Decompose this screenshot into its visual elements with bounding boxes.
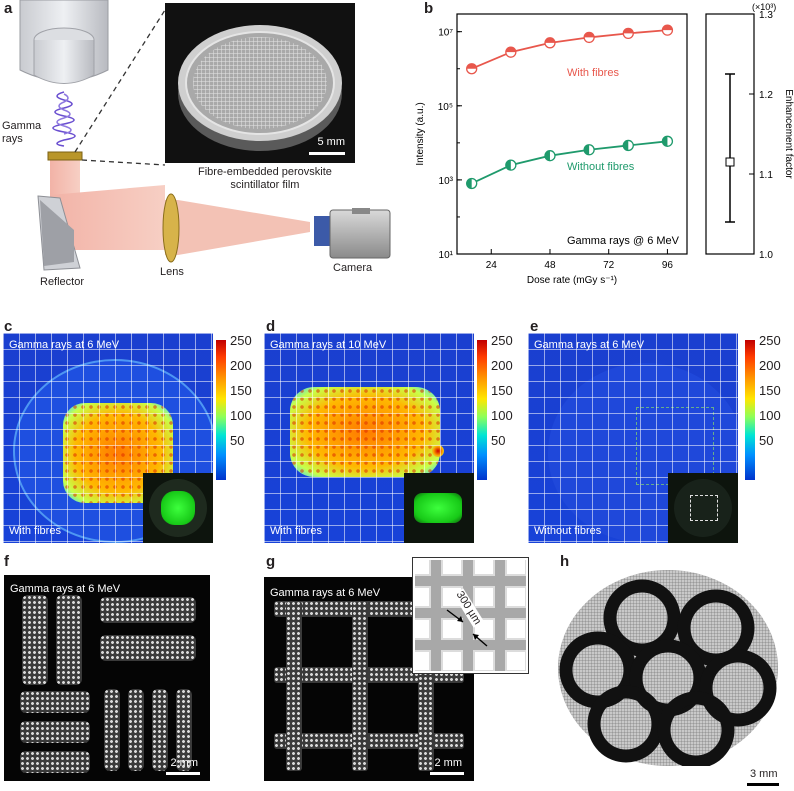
y-tick-label: 10⁵	[438, 102, 453, 113]
image-g-scale-label: 2 mm	[434, 757, 463, 769]
intensity-chart: 24 48 72 96 10¹ 10³ 10⁵ 10⁷ Dose rate (mGy s⁻¹) I…	[415, 2, 794, 286]
fibre-grid-inset: 300 µm	[412, 557, 529, 674]
panel-d-label: d	[266, 318, 276, 335]
gamma-wave-icon	[52, 91, 76, 147]
y-tick-label: 10³	[439, 176, 454, 187]
heatmap-d-footer: With fibres	[270, 525, 322, 537]
scintillator-film	[47, 151, 83, 161]
colorbar-e-tick: 200	[759, 358, 781, 373]
y-tick-label: 10¹	[439, 250, 454, 261]
colorbar-c-tick: 200	[230, 358, 252, 373]
panel-f-label: f	[4, 553, 9, 570]
colorbar-c	[216, 340, 226, 480]
colorbar-c-tick: 100	[230, 408, 252, 423]
heatmap-c-footer: With fibres	[9, 525, 61, 537]
image-g-scale-bar	[430, 772, 464, 775]
film-caption: Fibre-embedded perovskite scintillator f…	[198, 166, 332, 191]
film-scale-bar	[309, 152, 345, 155]
setup-schematic	[19, 0, 391, 271]
panel-b-label: b	[424, 0, 434, 17]
colorbar-e-tick: 250	[759, 333, 781, 348]
panel-h-label: h	[560, 553, 570, 570]
series-line	[471, 29, 668, 70]
image-f-title: Gamma rays at 6 MeV	[10, 583, 121, 595]
camera-label: Camera	[333, 262, 373, 274]
image-f-scale-bar	[166, 772, 200, 775]
image-h	[556, 570, 780, 766]
series-line	[471, 140, 668, 185]
colorbar-d-tick: 250	[491, 333, 513, 348]
image-h-scale-label: 3 mm	[750, 768, 778, 780]
y-axis-label: Intensity (a.u.)	[415, 102, 426, 165]
data-point-fill	[544, 37, 555, 43]
colorbar-d-tick: 50	[491, 433, 506, 448]
x-tick-label: 48	[544, 260, 556, 271]
data-point-fill	[623, 28, 634, 34]
x-tick-label: 96	[662, 260, 674, 271]
heatmap-d-title: Gamma rays at 10 MeV	[270, 339, 387, 351]
colorbar-d-tick: 100	[491, 408, 513, 423]
enhancement-point	[725, 157, 735, 167]
y2-tick-label: 1.0	[759, 250, 773, 261]
data-point-fill	[505, 47, 516, 53]
colorbar-e-tick: 150	[759, 383, 781, 398]
y-tick-label: 10⁷	[438, 28, 453, 39]
panel-c-label: c	[4, 318, 13, 335]
heatmap-d-inset	[404, 473, 474, 543]
chart-annotation: Gamma rays @ 6 MeV	[567, 235, 680, 247]
data-point-fill	[623, 140, 629, 151]
data-point-fill	[544, 150, 550, 161]
image-g-title: Gamma rays at 6 MeV	[270, 587, 381, 599]
data-point-fill	[505, 160, 511, 171]
data-point-fill	[662, 136, 668, 147]
image-h-scale-bar	[747, 783, 779, 786]
colorbar-c-tick: 150	[230, 383, 252, 398]
y2-axis-label: Enhancement factor	[783, 89, 794, 179]
colorbar-e-tick: 50	[759, 433, 774, 448]
heatmap-c-title: Gamma rays at 6 MeV	[9, 339, 120, 351]
y2-tick-label: 1.1	[759, 170, 773, 181]
colorbar-d	[477, 340, 487, 480]
panel-e-label: e	[530, 318, 539, 335]
series-label: With fibres	[567, 67, 619, 79]
y2-tick-label: 1.3	[759, 10, 773, 21]
image-f-scale-label: 2 mm	[170, 757, 199, 769]
colorbar-e	[745, 340, 755, 480]
x-tick-label: 72	[603, 260, 615, 271]
colorbar-c-tick: 50	[230, 433, 245, 448]
x-tick-label: 24	[486, 260, 498, 271]
x-axis-label: Dose rate (mGy s⁻¹)	[527, 275, 617, 286]
colorbar-d-tick: 200	[491, 358, 513, 373]
series-label: Without fibres	[567, 161, 635, 173]
reflector-label: Reflector	[40, 276, 85, 288]
chart-b-frame	[456, 13, 688, 255]
lens-label: Lens	[160, 266, 184, 278]
data-point-fill	[466, 178, 472, 189]
heatmap-e-footer: Without fibres	[534, 525, 602, 537]
data-point-fill	[584, 144, 590, 155]
chart-b2-frame	[705, 13, 755, 255]
colorbar-d-tick: 150	[491, 383, 513, 398]
data-point-fill	[466, 63, 477, 69]
image-f: Gamma rays at 6 MeV 2 mm	[4, 575, 210, 781]
y2-unit: (×10³)	[752, 2, 776, 12]
colorbar-e-tick: 100	[759, 408, 781, 423]
heatmap-c: Gamma rays at 6 MeV With fibres	[3, 333, 213, 543]
heatmap-e: Gamma rays at 6 MeV Without fibres	[528, 333, 738, 543]
data-point-fill	[662, 25, 673, 31]
y2-tick-label: 1.2	[759, 90, 773, 101]
film-scale-label: 5 mm	[317, 136, 346, 148]
lens-icon	[162, 193, 180, 263]
gamma-rays-label: Gamma rays	[2, 120, 42, 145]
heatmap-d: Gamma rays at 10 MeV With fibres	[264, 333, 474, 543]
heatmap-c-inset	[143, 473, 213, 543]
data-point-fill	[584, 32, 595, 38]
colorbar-c-tick: 250	[230, 333, 252, 348]
panel-g-label: g	[266, 553, 276, 570]
heatmap-e-inset	[668, 473, 738, 543]
panel-a-label: a	[4, 0, 13, 17]
heatmap-e-title: Gamma rays at 6 MeV	[534, 339, 645, 351]
camera-icon	[314, 208, 391, 259]
film-photo: 5 mm	[165, 3, 355, 163]
